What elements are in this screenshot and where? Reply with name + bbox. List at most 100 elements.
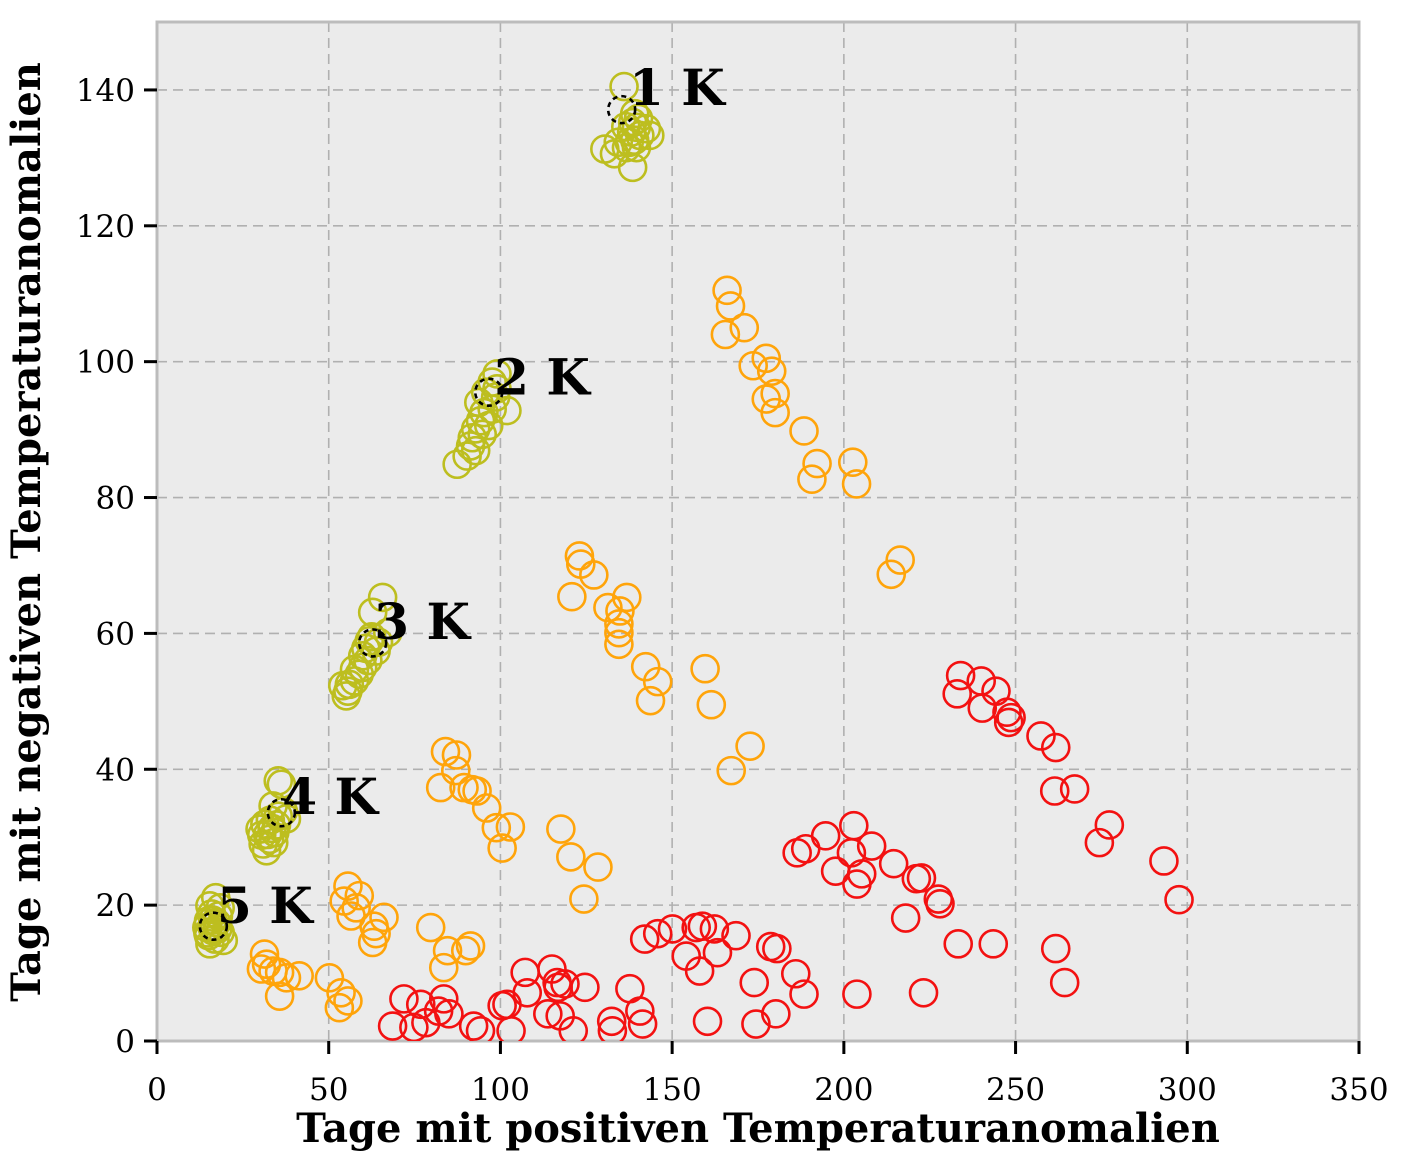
x-tick-label: 250 [986,1072,1045,1108]
data-point [369,902,399,933]
data-point [908,977,939,1008]
y-tick-label: 120 [76,209,135,245]
y-tick-label: 0 [115,1024,135,1060]
data-point [471,793,502,823]
data-point [357,927,388,958]
data-point [441,740,472,770]
data-point [603,127,634,158]
data-point [604,617,634,648]
cluster-labels: 1 K 2 K 3 K 4 K 5 K [217,58,726,935]
data-point [690,653,720,684]
data-point [324,992,355,1023]
data-point [735,731,765,761]
data-point [1164,884,1194,915]
data-point [465,1016,496,1041]
y-tick-label: 20 [96,888,135,924]
data-point [885,545,915,575]
y-axis-label: Tage mit negativen Temperaturanomalien [3,62,50,1002]
data-point [604,629,634,660]
data-point [266,797,297,828]
data-point [1039,776,1070,806]
data-point [198,911,229,941]
data-point [195,929,225,959]
data-point [842,869,872,899]
data-point [357,597,388,628]
data-point [432,935,463,966]
data-point [428,984,459,1014]
spine-frame [155,20,1361,1043]
data-point [556,842,586,872]
data-point [452,441,482,471]
data-point [810,821,841,851]
data-point [837,447,868,478]
data-point [967,693,998,723]
data-point [760,397,790,428]
data-point [599,138,630,169]
data-point [271,963,302,993]
x-axis-label: Tage mit positiven Temperaturanomalien [296,1105,1220,1152]
x-tick-label: 50 [309,1072,348,1108]
data-point [496,1016,526,1041]
data-point [425,772,456,803]
data-point [473,377,504,408]
x-tick-label: 100 [471,1072,530,1108]
data-point [738,350,768,381]
data-point [487,833,517,863]
data-point [612,582,642,613]
scatter-points [191,71,1194,1041]
data-point [684,956,715,986]
data-point [597,1016,628,1041]
data-point [802,448,832,479]
data-point [197,905,228,935]
data-point [367,582,398,613]
x-tick-label: 300 [1158,1072,1217,1108]
data-point [945,660,976,691]
data-point [993,707,1024,738]
data-point [455,931,486,961]
data-point [715,291,746,321]
data-point [428,952,459,983]
data-point [377,1011,408,1041]
data-point [1094,810,1125,840]
data-point [481,812,512,843]
data-point [978,929,1009,959]
data-point [326,977,356,1008]
data-point [405,989,436,1020]
data-point [423,996,454,1026]
data-point [434,999,464,1029]
data-point [925,888,955,919]
data-point [605,596,635,626]
data-point [692,1006,723,1037]
data-point [533,999,563,1029]
y-tick-labels: 0 20 40 60 80 100 120 140 [76,73,135,1060]
data-point [789,979,819,1009]
data-point [729,312,760,343]
data-point [627,1009,658,1039]
data-point [631,113,662,144]
data-point [623,103,654,134]
data-point [756,356,787,386]
data-point [363,627,394,658]
data-point [657,914,688,944]
x-tick-label: 350 [1329,1072,1388,1108]
data-point [430,736,461,767]
data-point [344,880,375,911]
data-point [741,1009,771,1039]
data-point [1026,721,1056,751]
cluster-label: 4 K [282,767,379,826]
data-point [465,405,496,436]
data-point [264,981,295,1011]
gridlines [156,22,1360,1042]
y-tick-label: 40 [96,752,135,788]
cluster-label: 1 K [629,58,726,117]
data-point [357,628,388,658]
data-point [760,378,790,409]
axis-ticks [144,88,1361,1054]
x-tick-labels: 0 50 100 150 200 250 300 350 [147,1072,1388,1108]
data-point [193,918,223,948]
data-point [492,395,522,426]
data-point [635,685,666,716]
data-point [593,592,623,623]
data-point [569,884,599,914]
